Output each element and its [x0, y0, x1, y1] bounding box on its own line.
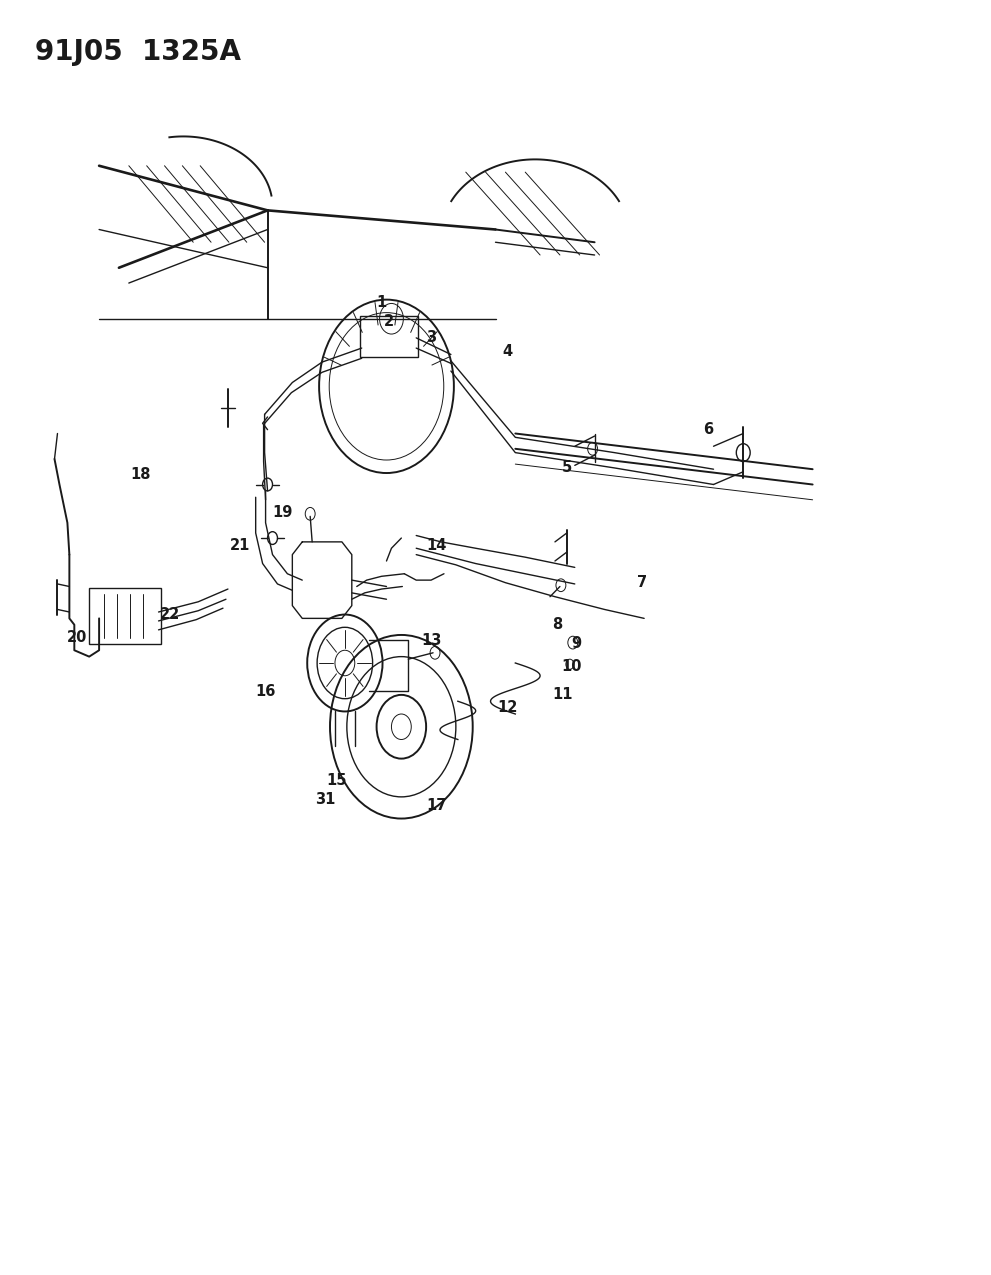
- Text: 5: 5: [562, 460, 572, 476]
- Text: 21: 21: [230, 538, 250, 553]
- Text: 12: 12: [497, 700, 517, 715]
- Text: 19: 19: [273, 505, 292, 520]
- Text: 22: 22: [161, 607, 180, 622]
- Text: 2: 2: [384, 314, 393, 329]
- Text: 13: 13: [421, 632, 441, 648]
- Text: 3: 3: [426, 330, 436, 346]
- Text: 18: 18: [131, 467, 151, 482]
- Text: 8: 8: [552, 617, 562, 632]
- Text: 11: 11: [553, 687, 573, 703]
- Text: 15: 15: [327, 773, 347, 788]
- Text: 1: 1: [377, 295, 386, 310]
- Text: 17: 17: [426, 798, 446, 813]
- Text: 6: 6: [704, 422, 714, 437]
- Text: 16: 16: [256, 683, 275, 699]
- Text: 9: 9: [572, 636, 582, 652]
- Text: 20: 20: [67, 630, 87, 645]
- Text: 14: 14: [426, 538, 446, 553]
- Text: 10: 10: [562, 659, 582, 674]
- Text: 31: 31: [315, 792, 335, 807]
- Text: 91J05  1325A: 91J05 1325A: [35, 38, 241, 66]
- Text: 4: 4: [502, 344, 512, 360]
- Text: 7: 7: [637, 575, 647, 590]
